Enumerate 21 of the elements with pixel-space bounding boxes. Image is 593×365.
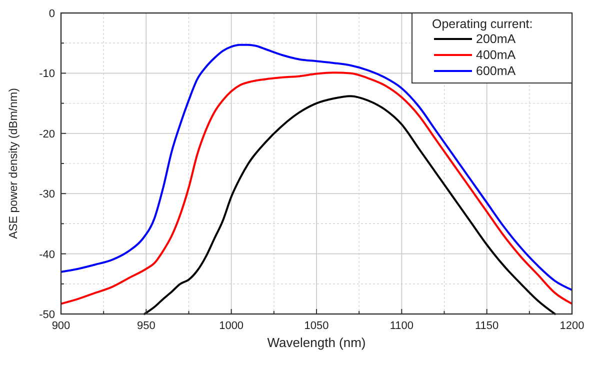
legend-title: Operating current: bbox=[432, 17, 533, 31]
y-tick-label: -10 bbox=[39, 68, 55, 80]
x-tick-label: 950 bbox=[136, 320, 156, 332]
y-tick-label: -40 bbox=[39, 248, 55, 261]
x-tick-label: 1200 bbox=[560, 320, 584, 332]
legend-label: 200mA bbox=[476, 32, 516, 46]
y-axis-title: ASE power density (dBm/nm) bbox=[8, 88, 20, 239]
x-tick-label: 1000 bbox=[219, 320, 244, 332]
legend-label: 600mA bbox=[476, 64, 516, 78]
x-tick-label: 1150 bbox=[475, 320, 499, 332]
y-tick-label: 0 bbox=[48, 8, 55, 20]
line-series bbox=[61, 44, 572, 291]
legend-label: 400mA bbox=[476, 48, 516, 62]
x-axis-title: Wavelength (nm) bbox=[267, 335, 366, 350]
line-series bbox=[143, 95, 556, 315]
y-tick-label: -20 bbox=[39, 128, 55, 140]
x-tick-label: 900 bbox=[52, 320, 70, 332]
y-tick-label: -50 bbox=[39, 309, 55, 321]
y-tick-label: -30 bbox=[39, 188, 55, 201]
x-tick-label: 1100 bbox=[390, 320, 414, 332]
x-tick-label: 1050 bbox=[304, 320, 329, 332]
